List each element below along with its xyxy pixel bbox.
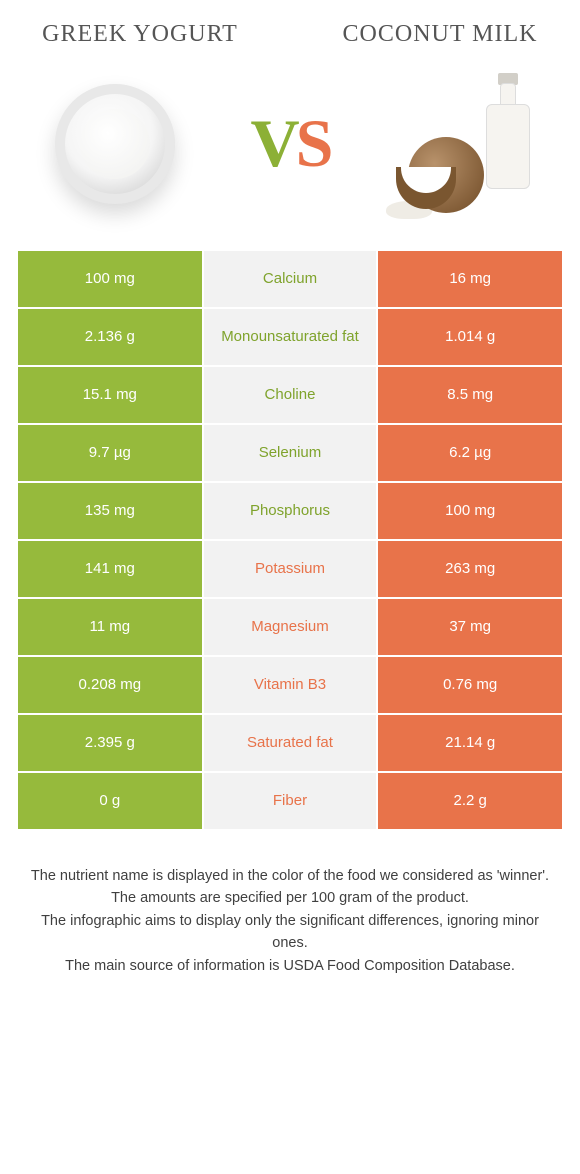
left-value-cell: 9.7 µg: [17, 424, 203, 482]
nutrient-name-cell: Monounsaturated fat: [203, 308, 378, 366]
right-value-cell: 37 mg: [377, 598, 563, 656]
nutrient-name-cell: Magnesium: [203, 598, 378, 656]
right-value-cell: 21.14 g: [377, 714, 563, 772]
right-food-image: [390, 69, 540, 219]
nutrient-name-cell: Phosphorus: [203, 482, 378, 540]
yogurt-icon: [55, 84, 175, 204]
right-value-cell: 16 mg: [377, 250, 563, 308]
right-value-cell: 0.76 mg: [377, 656, 563, 714]
table-row: 11 mgMagnesium37 mg: [17, 598, 563, 656]
left-value-cell: 2.395 g: [17, 714, 203, 772]
titles-row: GREEK YOGURT COCONUT MILK: [0, 0, 580, 59]
table-row: 2.395 gSaturated fat21.14 g: [17, 714, 563, 772]
footnote-line: The main source of information is USDA F…: [30, 955, 550, 977]
nutrient-name-cell: Fiber: [203, 772, 378, 830]
coconut-milk-icon: [390, 69, 540, 219]
infographic-root: GREEK YOGURT COCONUT MILK VS 100 mgCalci…: [0, 0, 580, 977]
nutrient-name-cell: Selenium: [203, 424, 378, 482]
table-row: 15.1 mgCholine8.5 mg: [17, 366, 563, 424]
right-value-cell: 8.5 mg: [377, 366, 563, 424]
table-row: 135 mgPhosphorus100 mg: [17, 482, 563, 540]
vs-label: VS: [251, 104, 330, 183]
left-value-cell: 141 mg: [17, 540, 203, 598]
left-value-cell: 135 mg: [17, 482, 203, 540]
right-value-cell: 6.2 µg: [377, 424, 563, 482]
nutrient-name-cell: Choline: [203, 366, 378, 424]
nutrient-name-cell: Saturated fat: [203, 714, 378, 772]
footnote-line: The infographic aims to display only the…: [30, 910, 550, 955]
right-value-cell: 263 mg: [377, 540, 563, 598]
right-food-title: COCONUT MILK: [340, 20, 540, 49]
images-row: VS: [0, 59, 580, 249]
table-row: 141 mgPotassium263 mg: [17, 540, 563, 598]
left-value-cell: 0 g: [17, 772, 203, 830]
nutrient-name-cell: Potassium: [203, 540, 378, 598]
table-row: 9.7 µgSelenium6.2 µg: [17, 424, 563, 482]
left-food-image: [40, 69, 190, 219]
left-value-cell: 2.136 g: [17, 308, 203, 366]
footnote-line: The amounts are specified per 100 gram o…: [30, 887, 550, 909]
table-row: 2.136 gMonounsaturated fat1.014 g: [17, 308, 563, 366]
left-value-cell: 0.208 mg: [17, 656, 203, 714]
table-row: 0.208 mgVitamin B30.76 mg: [17, 656, 563, 714]
footnotes: The nutrient name is displayed in the co…: [0, 831, 580, 977]
vs-v: V: [251, 105, 296, 181]
table-row: 100 mgCalcium16 mg: [17, 250, 563, 308]
nutrient-name-cell: Calcium: [203, 250, 378, 308]
right-value-cell: 100 mg: [377, 482, 563, 540]
right-value-cell: 2.2 g: [377, 772, 563, 830]
left-value-cell: 15.1 mg: [17, 366, 203, 424]
vs-s: S: [296, 105, 330, 181]
table-row: 0 gFiber2.2 g: [17, 772, 563, 830]
left-food-title: GREEK YOGURT: [40, 20, 240, 49]
left-value-cell: 11 mg: [17, 598, 203, 656]
nutrient-name-cell: Vitamin B3: [203, 656, 378, 714]
comparison-table: 100 mgCalcium16 mg2.136 gMonounsaturated…: [16, 249, 564, 831]
footnote-line: The nutrient name is displayed in the co…: [30, 865, 550, 887]
left-value-cell: 100 mg: [17, 250, 203, 308]
right-value-cell: 1.014 g: [377, 308, 563, 366]
